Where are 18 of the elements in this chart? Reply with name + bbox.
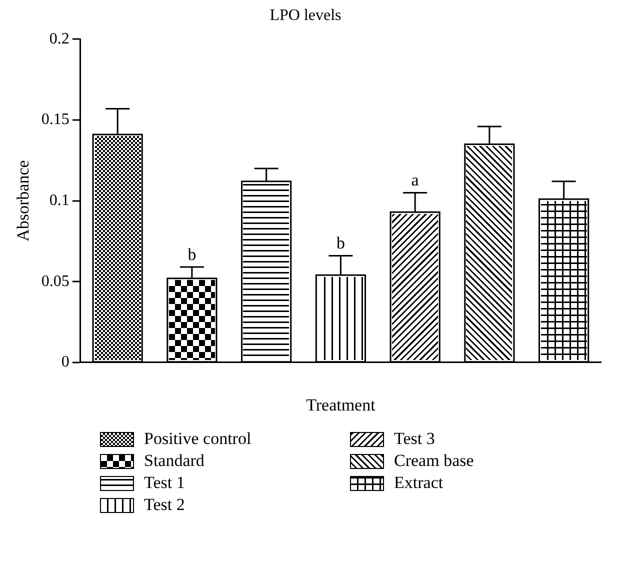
legend-label: Test 3 — [394, 429, 435, 449]
y-tick-label: 0.05 — [41, 272, 70, 290]
legend-label: Cream base — [394, 451, 474, 471]
y-axis-title: Absorbance — [14, 160, 33, 242]
y-tick-label: 0.2 — [49, 30, 70, 48]
chart-title: LPO levels — [270, 6, 342, 24]
legend-label: Test 1 — [144, 473, 185, 493]
y-tick-label: 0.1 — [49, 192, 70, 210]
data-label: b — [336, 234, 345, 253]
data-label: a — [411, 170, 420, 190]
legend-label: Standard — [144, 451, 204, 471]
data-label: b — [188, 245, 196, 264]
legend-label: Test 2 — [144, 495, 185, 515]
legend-label: Positive control — [144, 429, 252, 449]
y-tick-label: 0 — [61, 354, 70, 371]
legend-label: Extract — [394, 473, 444, 493]
x-axis-title: Treatment — [306, 395, 376, 414]
y-tick-label: 0.15 — [41, 111, 70, 128]
